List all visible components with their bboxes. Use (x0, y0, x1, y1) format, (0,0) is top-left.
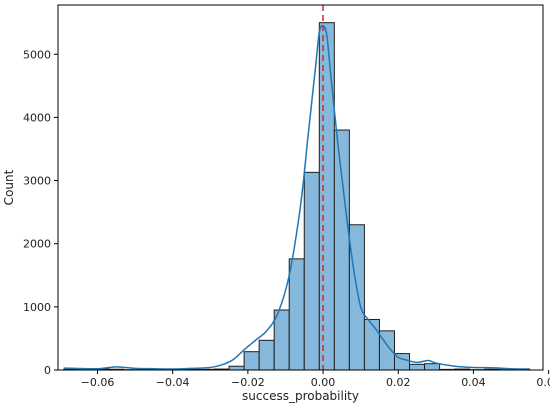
y-tick-label: 0 (44, 364, 51, 377)
histogram-bar (243, 351, 260, 371)
histogram-bar (303, 171, 320, 371)
y-tick-label: 3000 (23, 175, 51, 188)
histogram-bar (363, 318, 380, 371)
histogram-bar (409, 363, 426, 371)
histogram-bar (273, 309, 290, 371)
plot-frame (57, 4, 544, 371)
histogram-bar (333, 129, 350, 371)
y-tick-label: 4000 (23, 111, 51, 124)
histogram-bars (63, 22, 531, 371)
y-axis-label: Count (2, 169, 16, 205)
x-tick-label: 0.00 (311, 376, 336, 389)
x-axis-label: success_probability (242, 389, 359, 403)
histogram-bar (288, 258, 305, 371)
y-tick-label: 2000 (23, 238, 51, 251)
y-axis-ticks: 0 1000 2000 3000 4000 5000 (23, 48, 58, 377)
x-tick-label: 0.04 (461, 376, 486, 389)
x-tick-label: −0.04 (156, 376, 190, 389)
y-tick-label: 1000 (23, 301, 51, 314)
x-tick-label: 0.02 (386, 376, 411, 389)
histogram-bar (258, 339, 275, 371)
histogram-bar (348, 224, 365, 371)
x-tick-label: 0.06 (536, 376, 550, 389)
x-tick-label: −0.02 (231, 376, 265, 389)
histogram-bar (318, 22, 335, 371)
x-tick-label: −0.06 (81, 376, 115, 389)
kde-curve (63, 24, 530, 370)
histogram-bar (424, 363, 441, 371)
histogram-bar (228, 365, 245, 371)
y-tick-label: 5000 (23, 48, 51, 61)
x-axis-ticks: −0.06 −0.04 −0.02 0.00 0.02 0.04 0.06 (81, 370, 550, 389)
